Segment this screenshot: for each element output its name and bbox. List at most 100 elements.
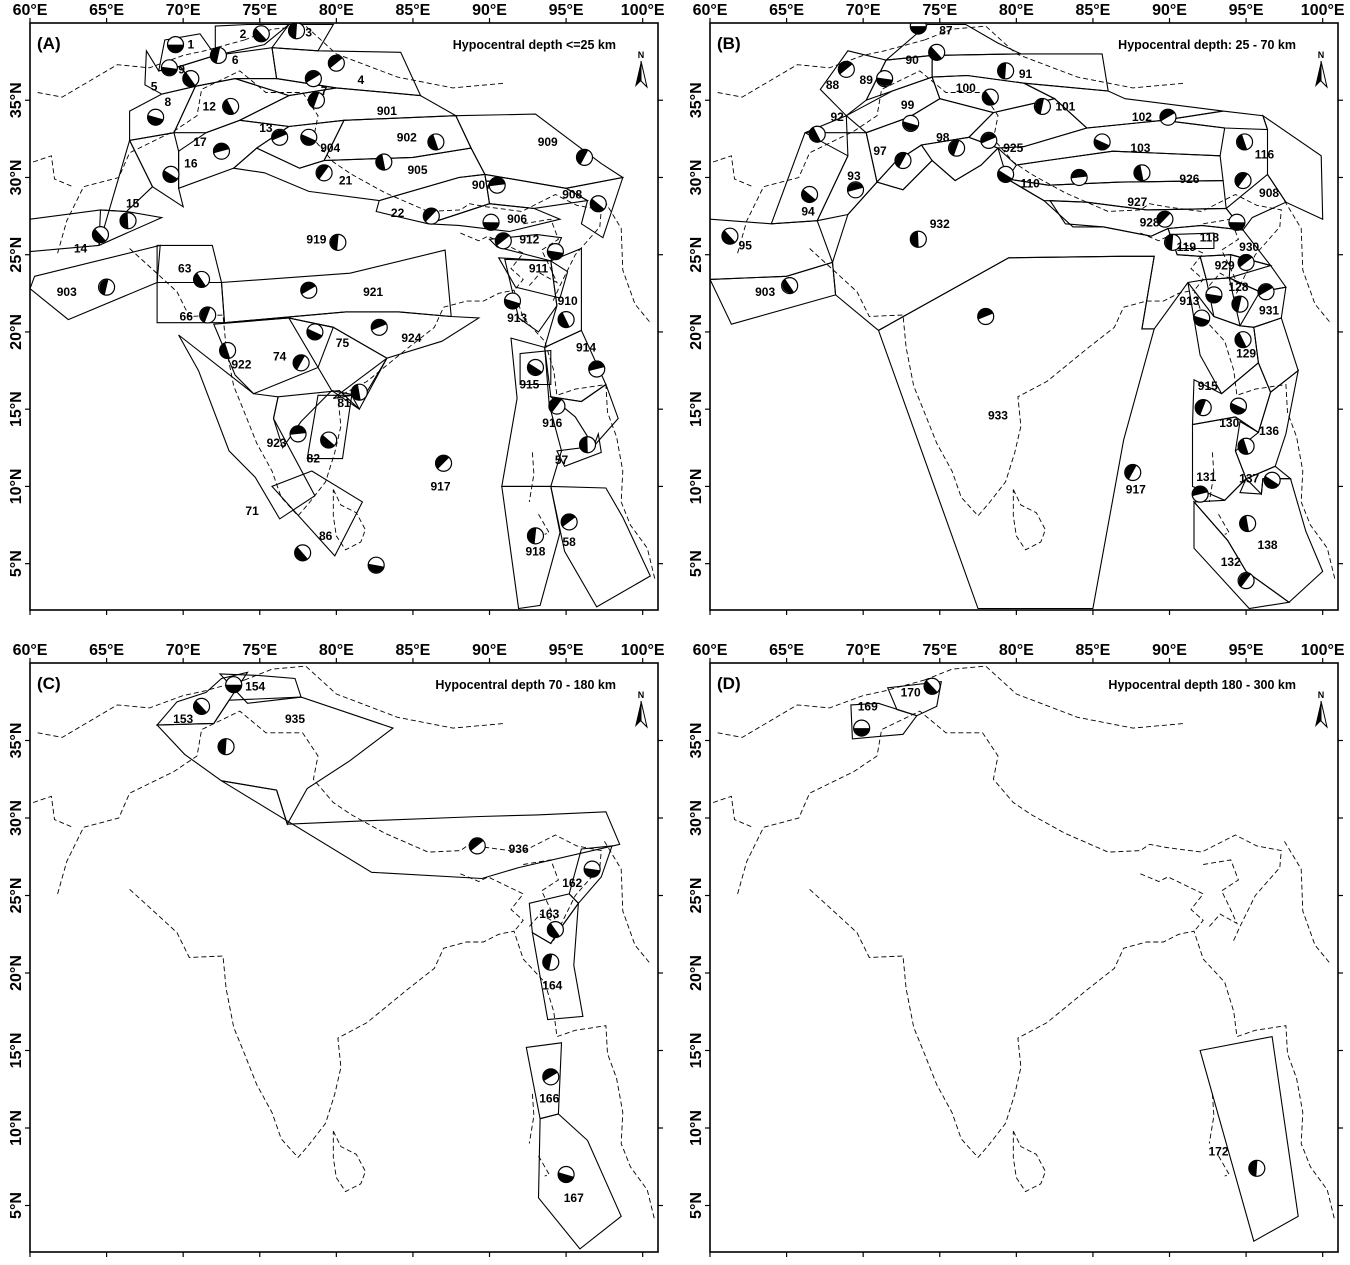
focal-mechanism-icon <box>97 278 116 296</box>
lon-tick-label: 80°E <box>319 2 354 19</box>
zone-label: 81 <box>337 396 351 410</box>
focal-mechanism-icon <box>119 212 137 230</box>
coastline-border <box>332 489 366 551</box>
zone-label: 932 <box>930 217 950 231</box>
seismic-zone-boundary <box>1261 114 1324 221</box>
lat-tick-label: 35°N <box>688 723 705 759</box>
coastline-border <box>1284 841 1331 964</box>
zone-label: 13 <box>259 121 273 135</box>
lat-tick-label: 25°N <box>688 878 705 914</box>
zone-label: 129 <box>1236 347 1256 361</box>
coastline-border <box>1218 513 1230 535</box>
focal-mechanism-icon <box>329 233 347 251</box>
focal-mechanism-icon <box>557 1165 575 1184</box>
focal-mechanism-icon <box>289 425 307 443</box>
coastline-border <box>244 25 505 89</box>
seismic-zone-boundary <box>548 383 619 448</box>
zone-label: 128 <box>1228 280 1248 294</box>
coastline-border <box>332 1130 366 1193</box>
focal-mechanism-icon <box>271 128 289 146</box>
zone-label: 931 <box>1259 303 1279 317</box>
lon-tick-label: 100°E <box>621 642 665 659</box>
zone-label: 1 <box>187 38 194 52</box>
zone-label: 137 <box>1239 472 1259 486</box>
seismic-zone-boundary <box>30 209 164 253</box>
coastline-border <box>523 218 559 286</box>
zone-label: 913 <box>1179 294 1199 308</box>
lon-tick-label: 70°E <box>166 2 201 19</box>
lon-tick-label: 75°E <box>922 642 957 659</box>
focal-mechanism-icon <box>434 454 453 472</box>
coastline-border <box>1012 1130 1046 1193</box>
focal-mechanism-icon <box>928 43 946 61</box>
lon-tick-label: 100°E <box>1301 2 1345 19</box>
seismic-zone-boundary <box>224 311 481 359</box>
panel-label: (A) <box>37 34 61 53</box>
north-label: N <box>638 690 645 700</box>
focal-mechanism-icon <box>560 513 578 531</box>
focal-mechanism-icon <box>902 114 920 133</box>
seismic-zone-boundary <box>568 845 613 905</box>
zone-label: 170 <box>901 685 921 699</box>
zone-label: 131 <box>1196 470 1216 484</box>
lon-tick-label: 95°E <box>1229 642 1264 659</box>
zone-label: 166 <box>539 1092 559 1106</box>
coastline-border <box>1140 873 1204 930</box>
zone-label: 915 <box>1198 379 1218 393</box>
north-label: N <box>638 50 645 60</box>
north-arrow-icon: N <box>635 50 648 89</box>
zone-label: 99 <box>901 98 915 112</box>
lon-tick-label: 65°E <box>769 2 804 19</box>
focal-mechanism-icon <box>1193 309 1211 327</box>
seismic-zone-boundary <box>1253 317 1299 394</box>
zone-label: 88 <box>826 78 840 92</box>
focal-mechanism-icon <box>1093 133 1111 151</box>
coastline-border <box>460 232 524 289</box>
lon-tick-label: 70°E <box>846 2 881 19</box>
zone-label: 6 <box>232 53 239 67</box>
lon-tick-label: 90°E <box>472 2 507 19</box>
zone-label: 923 <box>267 436 287 450</box>
zone-label: 3 <box>305 25 312 39</box>
focal-mechanism-icon <box>876 70 894 88</box>
coastline-border <box>1208 1093 1215 1144</box>
seismic-zone-boundary <box>30 244 161 321</box>
zone-label: 22 <box>391 206 405 220</box>
lon-tick-label: 80°E <box>999 2 1034 19</box>
zone-label: 132 <box>1221 555 1241 569</box>
lon-tick-label: 70°E <box>846 642 881 659</box>
zone-label: 89 <box>860 73 874 87</box>
focal-mechanism-icon <box>808 125 826 143</box>
lon-tick-label: 60°E <box>13 2 48 19</box>
focal-mechanism-icon <box>1228 213 1246 231</box>
lat-tick-label: 30°N <box>688 160 705 196</box>
lon-tick-label: 70°E <box>166 642 201 659</box>
seismic-zone-boundary <box>1023 82 1224 129</box>
coastline-border <box>809 888 1336 1222</box>
focal-mechanism-icon <box>212 142 231 160</box>
focal-mechanism-icon <box>1229 397 1248 415</box>
lat-tick-label: 5°N <box>8 1192 25 1219</box>
zone-label: 162 <box>562 876 582 890</box>
focal-mechanism-icon <box>548 397 566 415</box>
seismic-zone-boundary <box>218 673 302 704</box>
coastline-border <box>1284 200 1331 323</box>
lon-tick-label: 100°E <box>1301 642 1345 659</box>
zone-label: 928 <box>1140 215 1160 229</box>
zone-label: 919 <box>306 232 326 246</box>
focal-mechanism-icon <box>981 88 999 106</box>
seismic-zone-boundary <box>428 203 562 233</box>
zone-label: 74 <box>273 350 287 364</box>
seismic-zone-boundary <box>220 249 452 324</box>
focal-mechanism-icon <box>997 62 1015 80</box>
lon-tick-label: 85°E <box>1075 642 1110 659</box>
zone-label: 130 <box>1219 416 1239 430</box>
lon-tick-label: 90°E <box>472 642 507 659</box>
zone-label: 915 <box>519 377 539 391</box>
lat-tick-label: 25°N <box>688 237 705 273</box>
focal-mechanism-icon <box>909 23 927 35</box>
seismic-zone-boundary <box>519 349 552 386</box>
focal-mechanism-icon <box>217 738 235 756</box>
zone-label: 17 <box>193 135 207 149</box>
